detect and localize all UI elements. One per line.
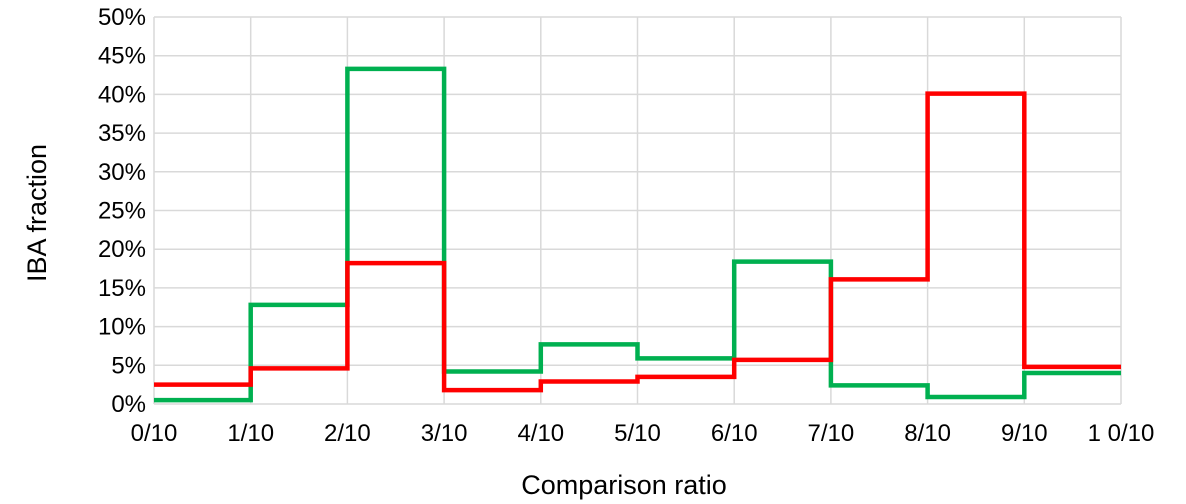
x-tick-label: 9/10 bbox=[1001, 420, 1048, 447]
y-tick-label: 10% bbox=[98, 314, 146, 341]
y-tick-label: 20% bbox=[98, 236, 146, 263]
y-tick-label: 45% bbox=[98, 43, 146, 70]
x-tick-label: 0/10 bbox=[131, 420, 178, 447]
y-tick-label: 5% bbox=[111, 352, 146, 379]
y-tick-label: 40% bbox=[98, 81, 146, 108]
x-axis-title: Comparison ratio bbox=[521, 470, 727, 500]
x-tick-label: 5/10 bbox=[614, 420, 661, 447]
x-tick-label: 4/10 bbox=[517, 420, 564, 447]
y-tick-label: 25% bbox=[98, 198, 146, 225]
x-tick-label: 2/10 bbox=[324, 420, 371, 447]
x-tick-label: 1 0/10 bbox=[1088, 420, 1155, 447]
x-tick-label: 1/10 bbox=[227, 420, 274, 447]
y-tick-label: 30% bbox=[98, 159, 146, 186]
x-tick-label: 7/10 bbox=[808, 420, 855, 447]
y-tick-label: 35% bbox=[98, 120, 146, 147]
x-tick-label: 8/10 bbox=[904, 420, 951, 447]
y-tick-label: 15% bbox=[98, 275, 146, 302]
series-2-line bbox=[154, 91, 1121, 393]
y-tick-label: 0% bbox=[111, 391, 146, 418]
x-tick-label: 3/10 bbox=[421, 420, 468, 447]
x-tick-label: 6/10 bbox=[711, 420, 758, 447]
y-axis-title: IBA fraction bbox=[22, 144, 52, 282]
y-tick-labels: 0% 5% 10% 15% 20% 25% 30% 35% 40% 45% 50% bbox=[98, 4, 146, 418]
x-tick-labels: 0/10 1/10 2/10 3/10 4/10 5/10 6/10 7/10 8/10 9/10… bbox=[131, 420, 1155, 447]
series-layer bbox=[154, 66, 1121, 403]
y-tick-label: 50% bbox=[98, 4, 146, 31]
